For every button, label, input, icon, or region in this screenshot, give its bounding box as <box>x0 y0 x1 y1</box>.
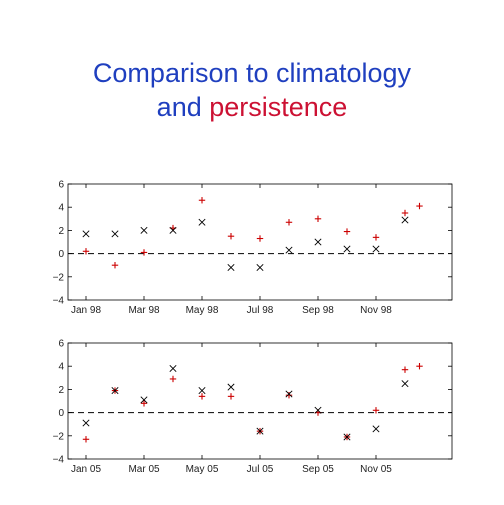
x-marker <box>140 396 148 404</box>
plus-marker <box>140 400 148 407</box>
plus-marker <box>227 393 235 400</box>
plus-marker <box>285 219 293 226</box>
x-tick-label: Mar 98 <box>128 305 160 316</box>
x-tick-label: Jul 05 <box>247 464 274 475</box>
plus-marker <box>372 234 380 241</box>
plus-marker <box>198 197 206 204</box>
plus-marker <box>401 366 409 373</box>
x-tick-label: Jan 98 <box>71 305 101 316</box>
plus-marker <box>372 407 380 414</box>
x-marker <box>256 264 264 272</box>
x-tick-label: Nov 98 <box>360 305 392 316</box>
x-marker <box>314 238 322 246</box>
plus-marker <box>82 248 90 255</box>
title-line1-text: Comparison to climatology <box>92 58 412 88</box>
title-line2-persistence: persistence <box>209 92 348 122</box>
plus-marker <box>82 436 90 443</box>
plus-marker <box>198 393 206 400</box>
y-tick-label: 6 <box>58 180 64 191</box>
x-marker <box>401 216 409 224</box>
x-marker <box>314 406 322 414</box>
x-tick-label: May 05 <box>186 464 219 475</box>
x-marker <box>111 387 119 395</box>
bottom-scatter-panel: 6 4 2 0 −2 −4 Jan 05 Mar 05 May 05 Jul 05 Sep 05 No… <box>53 339 453 475</box>
x-marker <box>343 433 351 441</box>
top-scatter-panel: 6 4 2 0 −2 −4 Jan 98 Mar 98 May 98 Jul 98 Sep 98 No… <box>53 180 453 316</box>
x-tick-label: Sep 98 <box>302 305 334 316</box>
axes-frame <box>67 183 453 301</box>
x-marker <box>401 380 409 388</box>
chart-title-line2: and persistence <box>0 90 504 124</box>
x-marker <box>372 425 380 433</box>
y-tick-label: −2 <box>53 431 65 442</box>
plus-marker <box>285 392 293 399</box>
x-marker <box>169 226 177 234</box>
title-line2-and: and <box>156 92 202 122</box>
y-tick-label: −2 <box>53 272 65 283</box>
plus-marker <box>111 262 119 269</box>
y-tick-label: 6 <box>58 339 64 350</box>
x-marker <box>227 383 235 391</box>
x-tick-label: Sep 05 <box>302 464 334 475</box>
x-marker <box>372 245 380 253</box>
y-tick-label: 4 <box>58 362 64 373</box>
plus-marker <box>343 228 351 235</box>
y-tick-label: −4 <box>53 455 65 466</box>
y-tick-label: 4 <box>58 203 64 214</box>
x-marker <box>82 419 90 427</box>
y-tick-label: 0 <box>58 249 64 260</box>
plus-marker <box>256 235 264 242</box>
plus-marker <box>416 363 423 370</box>
plus-marker <box>227 233 235 240</box>
plus-marker <box>314 215 322 222</box>
plus-marker <box>416 202 423 210</box>
x-marker <box>140 226 148 234</box>
x-tick-label: Nov 05 <box>360 464 392 475</box>
chart-title-line1: Comparison to climatology <box>0 56 504 90</box>
x-marker <box>256 427 264 435</box>
y-tick-label: 0 <box>58 408 64 419</box>
plus-marker <box>169 375 177 383</box>
y-tick-label: 2 <box>58 226 64 237</box>
x-tick-label: Mar 05 <box>128 464 160 475</box>
x-marker <box>82 230 90 238</box>
x-marker <box>343 245 351 253</box>
x-marker <box>198 218 206 226</box>
y-tick-label: 2 <box>58 385 64 396</box>
x-marker <box>198 387 206 395</box>
plus-marker <box>401 209 409 217</box>
plus-marker <box>140 249 148 256</box>
x-marker <box>169 365 177 373</box>
x-tick-label: Jan 05 <box>71 464 101 475</box>
y-tick-label: −4 <box>53 296 65 307</box>
axes-frame <box>67 342 453 460</box>
x-marker <box>285 246 293 254</box>
x-marker <box>111 230 119 238</box>
x-tick-label: May 98 <box>186 305 219 316</box>
x-marker <box>285 390 293 398</box>
x-marker <box>227 264 235 272</box>
x-tick-label: Jul 98 <box>247 305 274 316</box>
